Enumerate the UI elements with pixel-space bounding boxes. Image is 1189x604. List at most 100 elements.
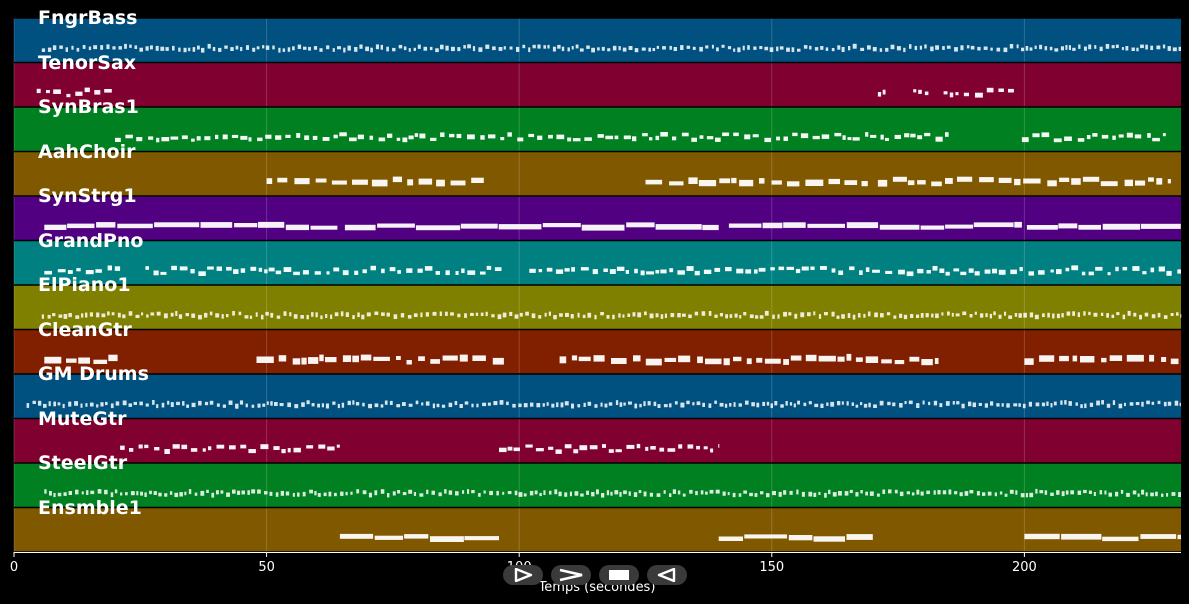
note xyxy=(105,401,108,406)
note xyxy=(1013,403,1018,407)
note xyxy=(293,447,301,453)
note xyxy=(880,313,884,318)
note xyxy=(780,404,784,408)
note xyxy=(783,490,787,495)
note xyxy=(837,356,845,362)
note xyxy=(906,271,914,277)
note xyxy=(1080,356,1095,363)
note xyxy=(1077,490,1082,495)
track-band xyxy=(14,152,1181,196)
note xyxy=(1141,401,1144,407)
note xyxy=(206,489,209,493)
track-notes xyxy=(41,43,1181,53)
note xyxy=(969,490,974,494)
note xyxy=(649,137,653,141)
note xyxy=(729,403,732,407)
note xyxy=(943,91,948,95)
note xyxy=(277,177,288,183)
note xyxy=(1150,45,1154,50)
note xyxy=(867,45,871,50)
note xyxy=(1072,355,1078,362)
note xyxy=(149,490,152,495)
note xyxy=(650,446,656,450)
note xyxy=(240,444,247,449)
note xyxy=(841,401,844,405)
forward-button[interactable] xyxy=(551,565,591,585)
note xyxy=(543,45,546,49)
note xyxy=(523,403,528,408)
note xyxy=(688,177,698,184)
note xyxy=(677,270,685,275)
note xyxy=(1105,44,1110,49)
note xyxy=(408,135,414,140)
note xyxy=(1081,271,1086,276)
note xyxy=(215,134,219,140)
note xyxy=(689,489,693,494)
note xyxy=(783,359,789,365)
note xyxy=(881,359,892,364)
note xyxy=(492,357,504,365)
note xyxy=(619,402,623,407)
note xyxy=(418,178,433,185)
note xyxy=(104,89,112,93)
note xyxy=(204,136,211,141)
play-button[interactable] xyxy=(503,565,543,585)
note xyxy=(920,313,924,318)
note xyxy=(467,489,470,494)
note xyxy=(248,449,256,454)
note xyxy=(133,401,137,405)
note xyxy=(306,445,314,449)
note xyxy=(362,402,365,407)
note xyxy=(633,355,641,362)
note xyxy=(803,45,808,49)
note xyxy=(1111,45,1115,49)
note xyxy=(849,489,853,494)
note xyxy=(597,134,604,138)
note xyxy=(53,89,61,94)
note xyxy=(885,47,889,52)
note xyxy=(1088,311,1091,316)
note xyxy=(998,88,1004,92)
note xyxy=(538,269,543,273)
note xyxy=(820,403,824,408)
note xyxy=(1041,402,1046,407)
note xyxy=(430,137,437,141)
note xyxy=(770,403,773,409)
note xyxy=(1044,46,1048,51)
stop-button[interactable] xyxy=(599,565,639,585)
note xyxy=(293,314,298,319)
back-button[interactable] xyxy=(647,565,687,585)
note xyxy=(759,46,763,50)
note xyxy=(1039,44,1043,50)
note xyxy=(701,311,706,316)
note xyxy=(699,135,704,139)
note xyxy=(493,401,498,406)
note xyxy=(606,315,610,319)
note xyxy=(380,44,383,50)
note xyxy=(402,402,406,406)
note xyxy=(311,403,315,407)
note xyxy=(322,137,330,141)
note xyxy=(106,44,110,50)
note xyxy=(340,491,344,496)
note xyxy=(778,491,782,497)
note xyxy=(992,268,997,274)
note xyxy=(945,132,949,137)
note xyxy=(696,445,700,450)
note xyxy=(1157,312,1161,318)
note xyxy=(786,47,790,52)
note xyxy=(917,180,926,185)
note xyxy=(436,179,445,187)
note xyxy=(110,492,114,498)
note xyxy=(287,47,291,52)
note xyxy=(85,403,88,407)
note xyxy=(181,444,188,450)
note xyxy=(910,133,916,138)
note xyxy=(733,132,739,137)
note xyxy=(449,133,455,138)
track-label: AahChoir xyxy=(38,140,136,163)
note xyxy=(480,312,484,316)
note xyxy=(318,444,326,449)
note xyxy=(904,401,907,405)
note xyxy=(564,492,568,497)
